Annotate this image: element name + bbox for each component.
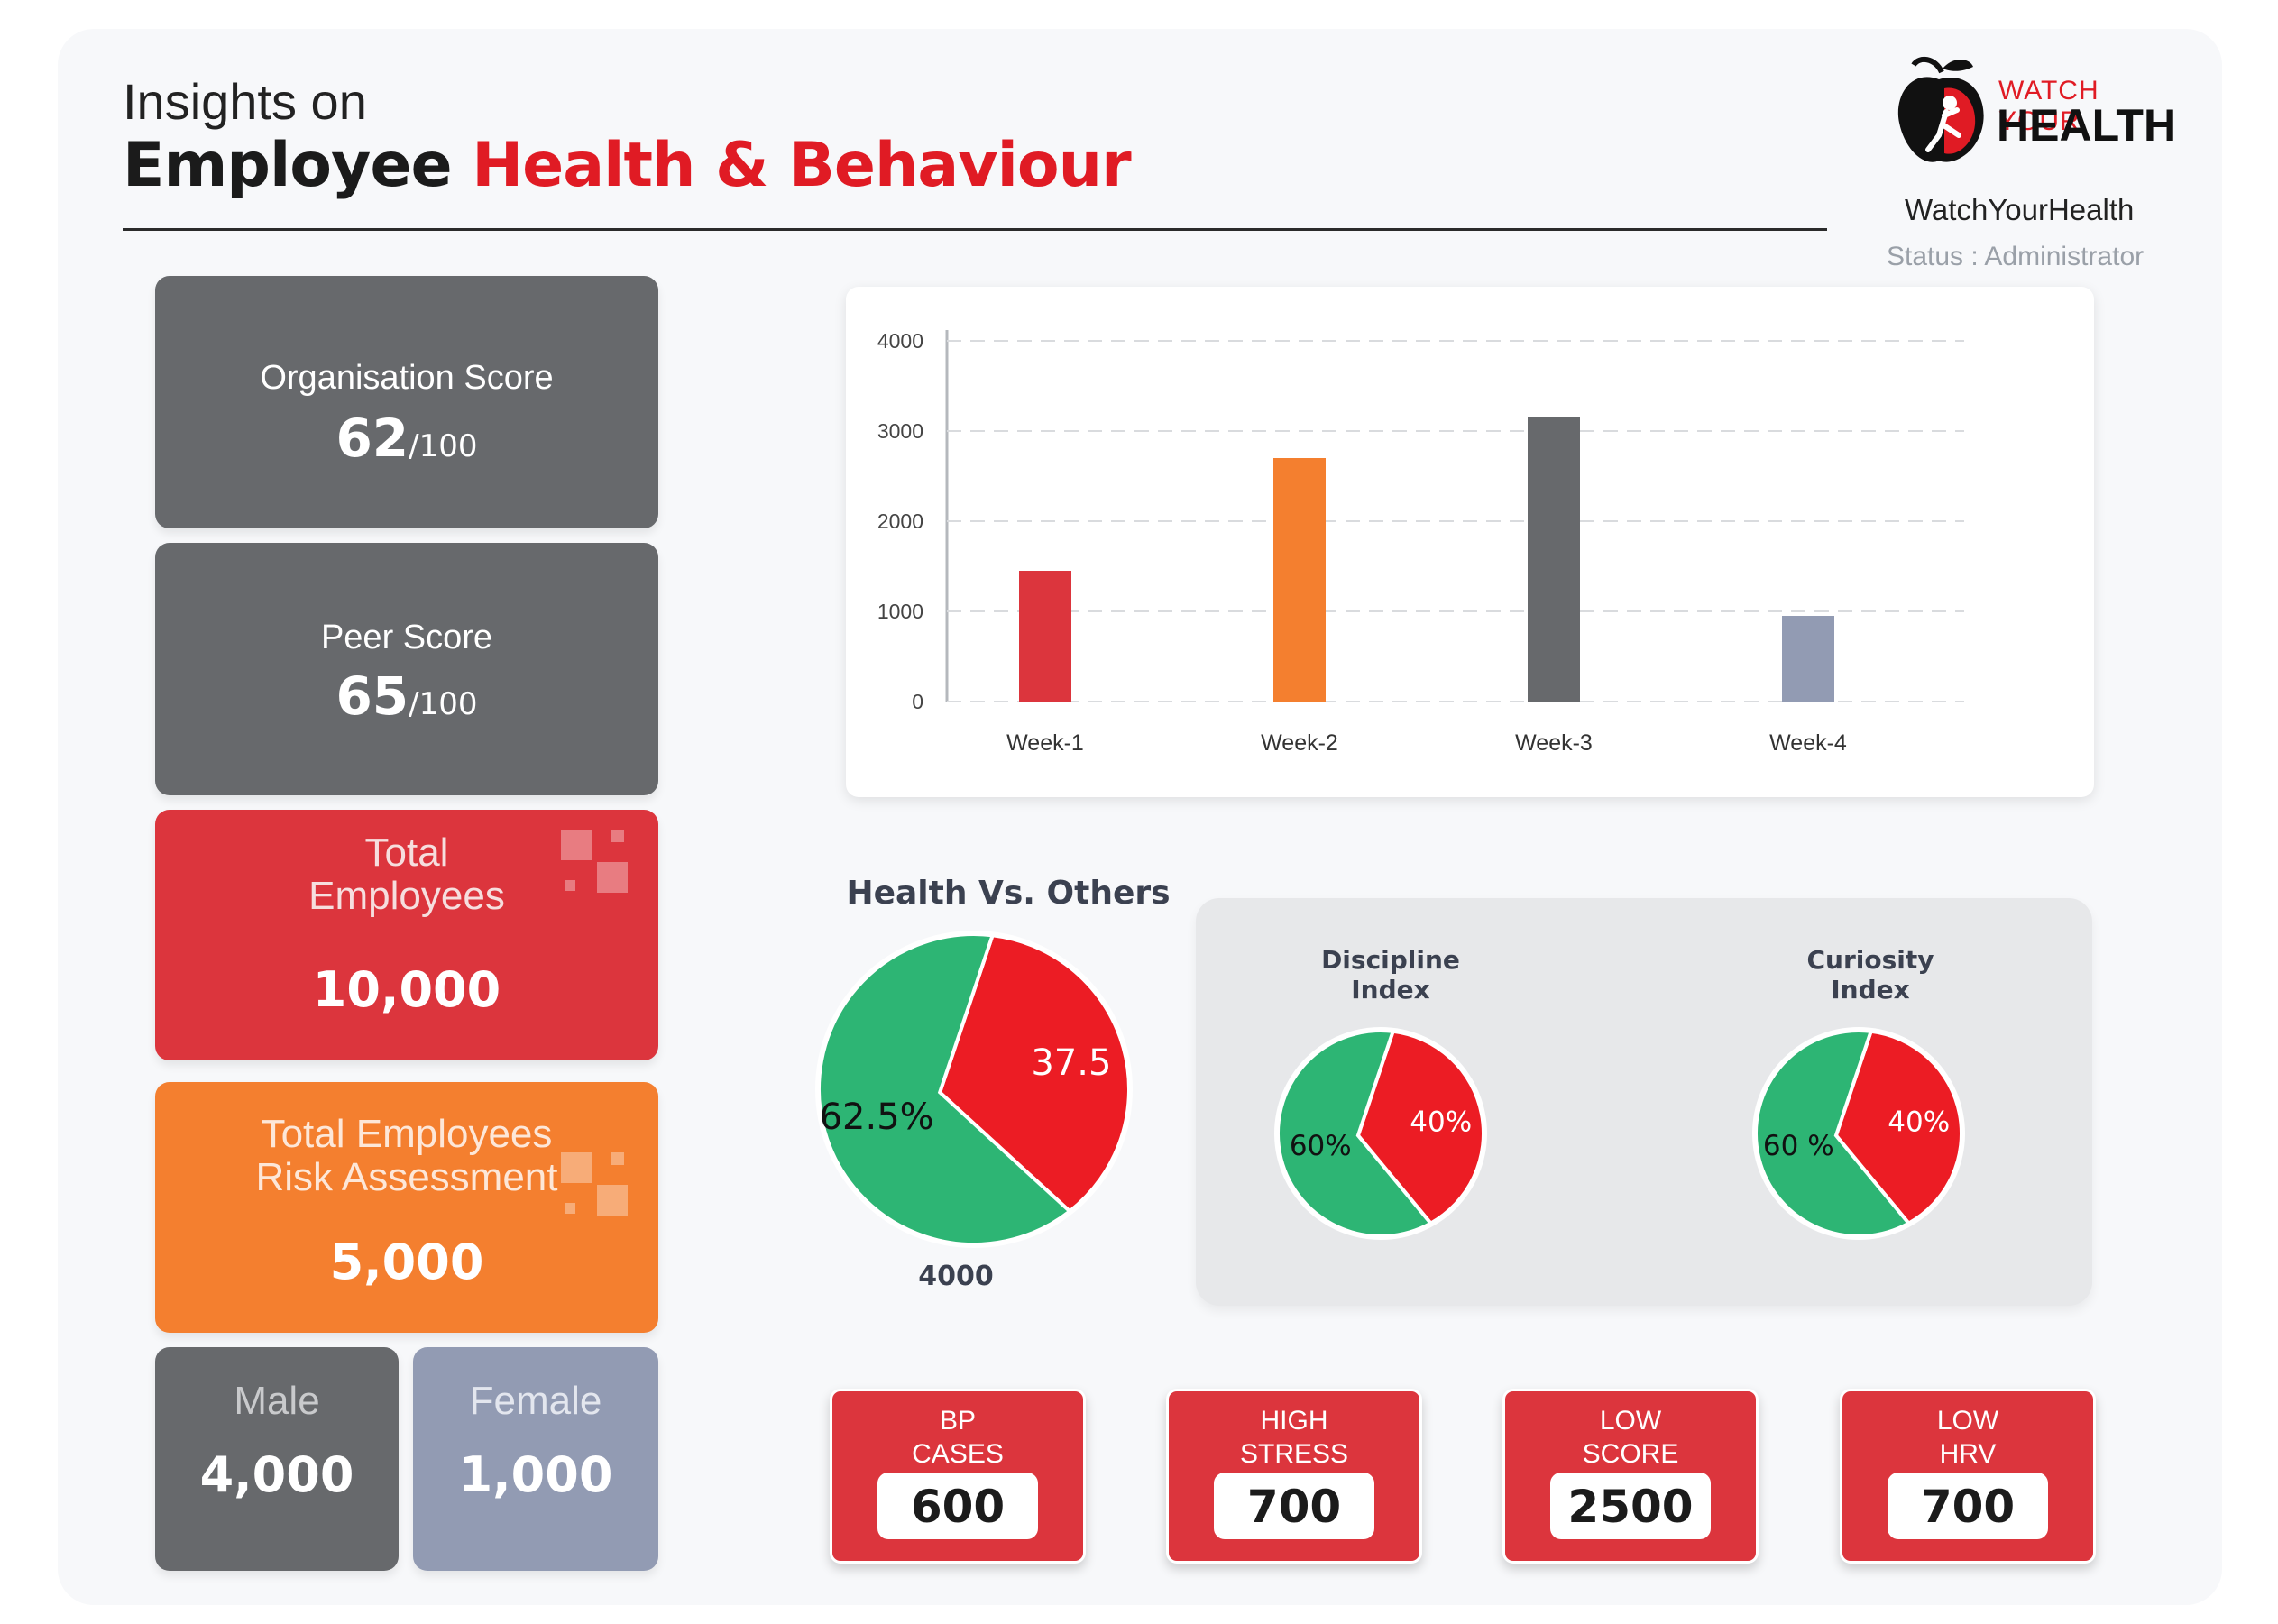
health-vs-others-footer: 4000	[918, 1261, 994, 1292]
metric-card-bp-cases[interactable]: BP CASES 600	[830, 1389, 1086, 1564]
metric-card-high-stress[interactable]: HIGH STRESS 700	[1166, 1389, 1422, 1564]
risk-assessment-label: Total Employees Risk Assessment	[255, 1112, 558, 1199]
page-title-main: Employee	[123, 130, 453, 201]
metric-label: LOW HRV	[1936, 1406, 1999, 1469]
pie-label: 40%	[1888, 1106, 1950, 1139]
x-tick-label: Week-3	[1515, 730, 1593, 756]
pie-label: 40%	[1410, 1106, 1472, 1139]
header-divider	[123, 228, 1827, 231]
discipline-index-title: Discipline Index	[1321, 945, 1460, 1005]
discipline-index-pie: 40% 60%	[1274, 1027, 1487, 1240]
y-tick-label: 4000	[877, 329, 923, 353]
bar-week-2[interactable]	[1273, 458, 1326, 702]
curiosity-index-pie: 40% 60 %	[1752, 1027, 1965, 1240]
metric-label: LOW SCORE	[1582, 1406, 1679, 1469]
organisation-score-label: Organisation Score	[260, 359, 554, 397]
risk-assessment-card[interactable]: Total Employees Risk Assessment 5,000	[155, 1082, 658, 1333]
risk-assessment-value: 5,000	[329, 1234, 484, 1290]
weekly-bar-chart-panel: 0 1000 2000 3000 4000 Week-1 Week-2 Week-3 Week-…	[846, 287, 2094, 797]
bar-week-4[interactable]	[1782, 616, 1834, 702]
x-tick-label: Week-1	[1006, 730, 1084, 756]
metric-card-low-hrv[interactable]: LOW HRV 700	[1840, 1389, 2096, 1564]
metric-value: 700	[1214, 1473, 1374, 1539]
pie-label: 60%	[1290, 1130, 1352, 1162]
female-value: 1,000	[458, 1446, 613, 1503]
metric-value: 700	[1888, 1473, 2048, 1539]
y-tick-label: 1000	[877, 600, 923, 623]
metric-value: 2500	[1550, 1473, 1711, 1539]
page-subtitle: Insights on	[123, 73, 367, 130]
y-tick-label: 3000	[877, 419, 923, 443]
female-label: Female	[469, 1379, 602, 1423]
peer-score-value: 65/100	[335, 665, 478, 727]
logo-text-top: WATCH YOUR	[1998, 76, 2099, 136]
female-card[interactable]: Female 1,000	[413, 1347, 658, 1571]
pie-slice[interactable]	[1754, 1029, 1912, 1238]
y-tick-label: 0	[912, 690, 923, 713]
organisation-score-card[interactable]: Organisation Score 62/100	[155, 276, 658, 528]
pixel-pattern-icon	[561, 830, 628, 893]
pie-label: 60 %	[1763, 1130, 1834, 1162]
male-label: Male	[234, 1379, 320, 1423]
total-employees-label: Total Employees	[308, 830, 505, 918]
organisation-score-value: 62/100	[335, 408, 478, 469]
page-title-accent: Health & Behaviour	[472, 130, 1131, 201]
x-tick-label: Week-4	[1769, 730, 1847, 756]
pie-slice[interactable]	[817, 932, 1073, 1246]
pie-slice[interactable]	[1833, 1029, 1963, 1226]
total-employees-card[interactable]: Total Employees 10,000	[155, 810, 658, 1060]
metric-value: 600	[877, 1473, 1038, 1539]
metric-card-low-score[interactable]: LOW SCORE 2500	[1502, 1389, 1759, 1564]
peer-score-card[interactable]: Peer Score 65/100	[155, 543, 658, 795]
pie-label: 37.5	[1031, 1042, 1111, 1084]
brand-name: WatchYourHealth	[1905, 193, 2135, 226]
peer-score-label: Peer Score	[320, 619, 493, 656]
health-vs-others-title: Health Vs. Others	[846, 875, 1171, 912]
weekly-bar-chart: 0 1000 2000 3000 4000 Week-1 Week-2 Week-3 Week-…	[877, 329, 1964, 756]
metric-label: HIGH STRESS	[1239, 1406, 1349, 1469]
pie-slice[interactable]	[1355, 1029, 1485, 1226]
metric-label: BP CASES	[912, 1406, 1004, 1469]
x-tick-label: Week-2	[1261, 730, 1338, 756]
y-tick-label: 2000	[877, 509, 923, 533]
brand-logo: WATCH YOUR HEALTH	[1892, 52, 2177, 170]
pie-label: 62.5%	[820, 1096, 934, 1138]
health-vs-others-pie: 37.5 62.5%	[815, 931, 1133, 1248]
logo-text-bottom: HEALTH	[1997, 100, 2177, 151]
pixel-pattern-icon	[561, 1152, 628, 1216]
index-panel: Discipline Index Curiosity Index 40% 60% 40…	[1196, 898, 2092, 1306]
page-title: Employee Health & Behaviour	[123, 130, 1132, 201]
apple-runner-icon	[1897, 56, 1984, 162]
male-card[interactable]: Male 4,000	[155, 1347, 399, 1571]
bar-week-3[interactable]	[1528, 417, 1580, 702]
bar-week-1[interactable]	[1019, 571, 1071, 702]
user-status: Status : Administrator	[1887, 242, 2145, 271]
curiosity-index-title: Curiosity Index	[1806, 945, 1934, 1005]
male-value: 4,000	[199, 1446, 354, 1503]
total-employees-value: 10,000	[312, 961, 501, 1018]
pie-slice[interactable]	[1276, 1029, 1434, 1238]
pie-slice[interactable]	[937, 933, 1131, 1214]
